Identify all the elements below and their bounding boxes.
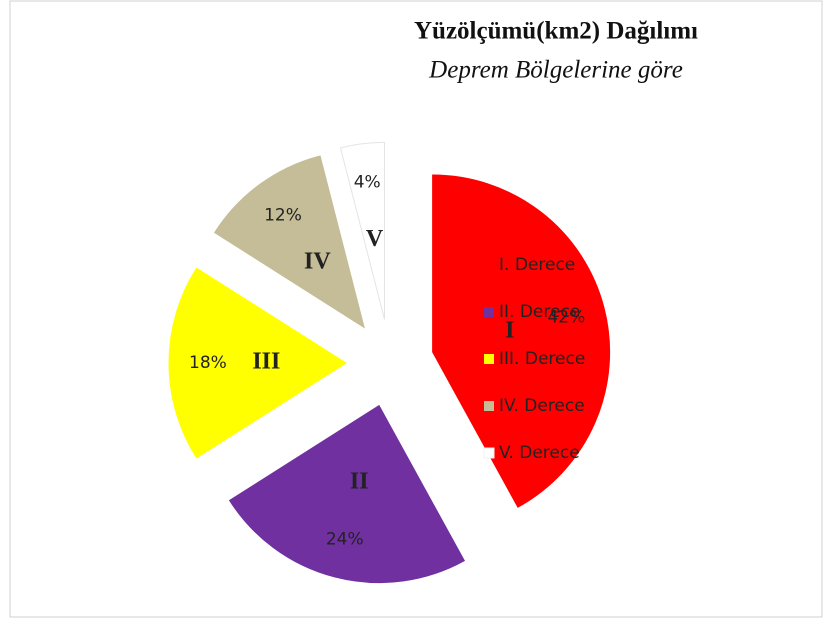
pie-slice: [228, 404, 466, 584]
slice-label: I: [505, 318, 514, 344]
pie-slice: [339, 141, 385, 320]
pie-slice: [432, 174, 611, 508]
value-label: 42%: [547, 308, 585, 328]
legend-label: V. Derece: [499, 443, 580, 463]
value-label: 4%: [354, 172, 381, 192]
chart-subtitle: Deprem Bölgelerine göre: [428, 57, 683, 84]
slice-label: V: [366, 226, 384, 252]
legend-swatch: [484, 401, 494, 411]
slice-label: III: [252, 349, 280, 375]
legend-label: II. Derece: [499, 302, 580, 322]
value-label: 18%: [189, 353, 227, 373]
pie-slice: [214, 155, 365, 329]
legend-swatch: [483, 447, 495, 459]
legend-label: IV. Derece: [499, 396, 585, 416]
legend-swatch: [484, 307, 494, 317]
slice-label: IV: [304, 248, 331, 274]
legend-swatch: [484, 354, 494, 364]
pie-slice: [168, 267, 347, 459]
slice-label: II: [350, 468, 369, 494]
legend-swatch: [484, 260, 494, 270]
value-label: 12%: [264, 206, 302, 226]
chart-title: Yüzölçümü(km2) Dağılımı: [414, 18, 698, 45]
legend-label: III. Derece: [499, 349, 585, 369]
value-label: 24%: [326, 529, 364, 549]
legend-label: I. Derece: [499, 255, 575, 275]
